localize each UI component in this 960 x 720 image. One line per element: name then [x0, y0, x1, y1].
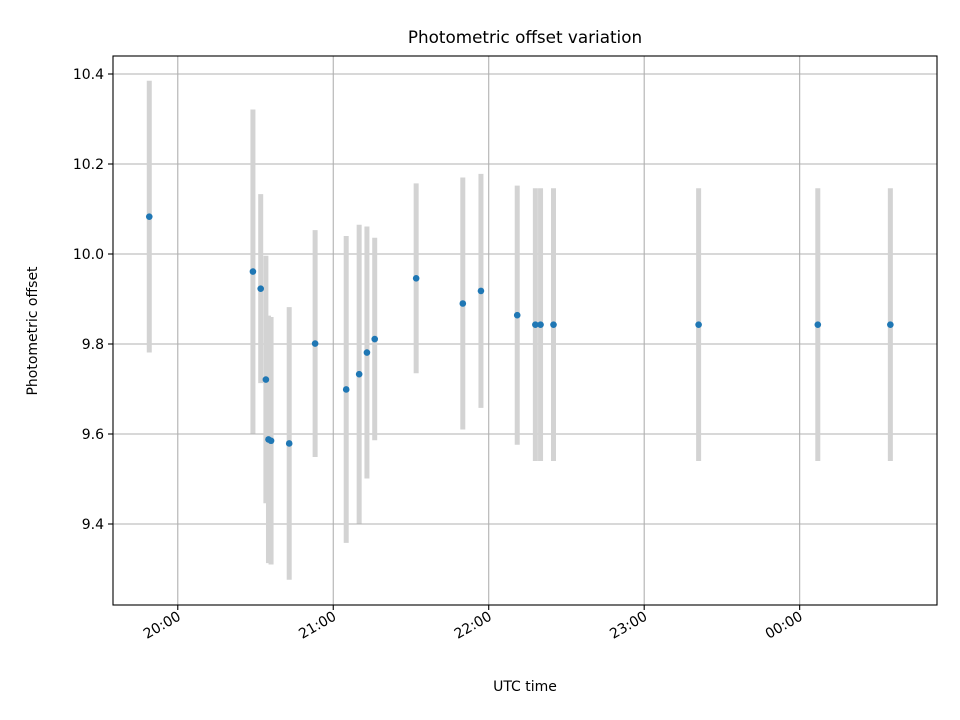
grid	[113, 56, 937, 605]
x-axis-label: UTC time	[493, 679, 557, 695]
x-tick-label: 21:00	[296, 609, 339, 643]
data-point	[532, 321, 539, 328]
data-point	[262, 376, 270, 383]
x-tick-label: 20:00	[141, 609, 184, 643]
y-tick-label: 10.2	[73, 157, 104, 173]
data-point	[814, 321, 822, 328]
y-tick-label: 9.6	[82, 427, 104, 443]
axis-ticks: 20:00 21:00 22:00 23:00 00:00 9.4 9.6 9.8 10.0 10…	[73, 67, 806, 643]
data-point	[355, 370, 363, 378]
data-point	[285, 440, 293, 447]
data-point	[311, 340, 319, 347]
data-point	[887, 321, 894, 328]
y-tick-label: 9.4	[82, 517, 104, 533]
data-point	[695, 321, 702, 328]
data-point	[371, 335, 379, 343]
x-tick-label: 00:00	[763, 609, 806, 643]
data-point	[145, 213, 153, 220]
y-tick-label: 10.4	[73, 67, 104, 83]
chart-title: Photometric offset variation	[408, 27, 642, 47]
data-point	[550, 321, 557, 328]
plot-frame	[112, 55, 938, 606]
data-point	[267, 437, 275, 445]
data-points	[145, 213, 894, 447]
error-bars	[146, 80, 893, 580]
x-tick-label: 22:00	[452, 609, 495, 643]
data-point	[459, 300, 467, 307]
data-point	[249, 268, 257, 275]
data-point	[537, 321, 544, 328]
data-point	[412, 275, 420, 282]
data-point	[342, 386, 350, 393]
data-point	[363, 349, 371, 356]
y-axis-label: Photometric offset	[25, 266, 41, 396]
y-tick-label: 9.8	[82, 337, 104, 353]
data-point	[257, 285, 264, 292]
y-tick-label: 10.0	[73, 247, 104, 263]
x-tick-label: 23:00	[607, 609, 650, 643]
data-point	[477, 287, 485, 295]
data-point	[513, 311, 521, 319]
